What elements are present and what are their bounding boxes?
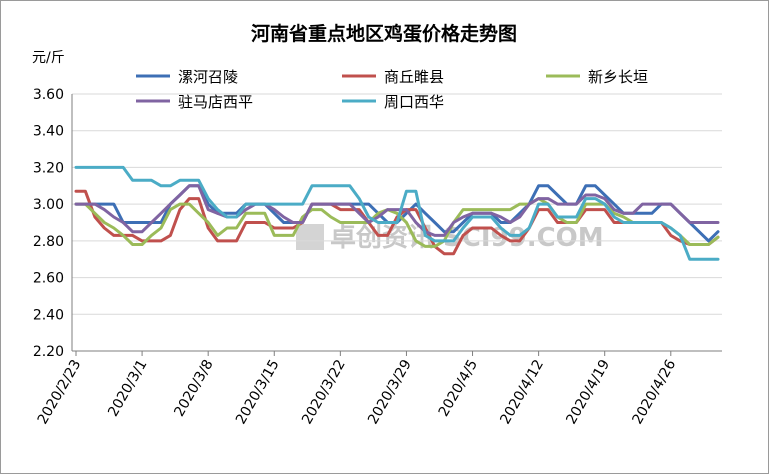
legend-label: 漯河召陵 xyxy=(178,68,238,86)
series-line-5 xyxy=(74,165,720,261)
y-tick-label: 2.80 xyxy=(33,234,64,250)
series-line-2 xyxy=(74,189,720,256)
y-tick-label: 2.60 xyxy=(33,271,64,287)
y-tick-label: 3.20 xyxy=(33,160,64,176)
y-tick-label: 3.40 xyxy=(33,124,64,140)
y-tick-label: 2.40 xyxy=(33,307,64,323)
x-tick-label: 2020/4/26 xyxy=(630,357,680,427)
y-tick-labels: 3.60 3.40 3.20 3.00 2.80 2.60 2.40 2.20 xyxy=(33,87,64,360)
legend-label: 新乡长垣 xyxy=(588,68,648,86)
axes xyxy=(71,94,722,352)
y-tick-label: 2.20 xyxy=(33,344,64,360)
series-lines xyxy=(74,165,720,261)
watermark: 卓创资讯 SCI99.COM xyxy=(296,223,604,253)
x-tick-label: 2020/4/5 xyxy=(436,357,481,419)
x-tick-label: 2020/3/8 xyxy=(171,357,216,419)
watermark-logo xyxy=(296,224,324,250)
x-tick-labels: 2020/2/23 2020/3/1 2020/3/8 2020/3/15 2020/3… xyxy=(35,351,680,427)
series-line-4 xyxy=(74,184,720,237)
legend-label: 驻马店西平 xyxy=(178,93,253,111)
x-tick-label: 2020/3/1 xyxy=(105,357,150,419)
legend-label: 商丘睢县 xyxy=(384,68,444,86)
y-tick-label: 3.60 xyxy=(33,87,64,103)
x-tick-label: 2020/3/15 xyxy=(233,357,283,427)
x-tick-label: 2020/4/19 xyxy=(563,357,613,427)
y-axis-unit: 元/斤 xyxy=(32,50,65,66)
watermark-text: 卓创资讯 SCI99.COM xyxy=(330,223,604,253)
legend-label: 周口西华 xyxy=(384,93,444,111)
x-tick-label: 2020/3/22 xyxy=(299,357,349,427)
x-tick-label: 2020/4/12 xyxy=(497,357,547,427)
x-tick-label: 2020/2/23 xyxy=(35,357,85,427)
x-tick-label: 2020/3/29 xyxy=(365,357,415,427)
chart-title: 河南省重点地区鸡蛋价格走势图 xyxy=(251,22,517,45)
y-tick-label: 3.00 xyxy=(33,197,64,213)
